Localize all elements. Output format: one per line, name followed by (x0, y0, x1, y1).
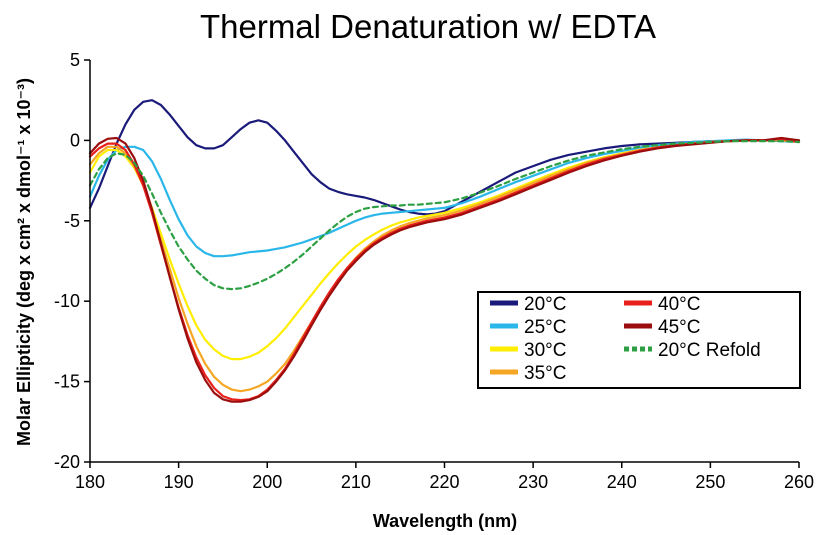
legend-label: 40°C (658, 294, 700, 315)
x-tick-label: 240 (607, 472, 637, 492)
series-line (88, 138, 801, 258)
x-tick-label: 200 (252, 472, 282, 492)
legend-label: 20°C (524, 294, 566, 315)
x-tick-label: 250 (695, 472, 725, 492)
legend-label: 20°C Refold (658, 340, 761, 361)
series-line (88, 99, 801, 216)
x-tick-label: 260 (784, 472, 814, 492)
y-tick-group: 5 0 -5 -10 -15 -20 (54, 50, 90, 472)
legend-label: 45°C (658, 317, 700, 338)
y-tick-label: -20 (54, 452, 80, 472)
x-tick-label: 220 (429, 472, 459, 492)
x-tick-label: 180 (75, 472, 105, 492)
x-tick-label: 230 (518, 472, 548, 492)
legend-label: 30°C (524, 340, 566, 361)
series-line (88, 136, 801, 403)
y-axis-title: Molar Ellipticity (deg x cm² x dmol⁻¹ x … (14, 78, 34, 446)
y-tick-label: 5 (70, 50, 80, 70)
legend: 20°C25°C30°C35°C 40°C45°C20°C Refold (477, 291, 801, 389)
chart-title: Thermal Denaturation w/ EDTA (200, 8, 656, 45)
plot-lines (88, 99, 801, 403)
x-tick-group: 180 190 200 210 220 230 240 250 260 (75, 462, 814, 492)
x-axis-title: Wavelength (nm) (373, 511, 517, 531)
y-tick-label: -15 (54, 372, 80, 392)
legend-box (477, 291, 801, 389)
x-tick-label: 190 (164, 472, 194, 492)
legend-label: 25°C (524, 317, 566, 338)
series-line (88, 140, 801, 291)
y-tick-label: -10 (54, 291, 80, 311)
legend-label: 35°C (524, 363, 566, 384)
y-tick-label: -5 (64, 211, 80, 231)
x-tick-label: 210 (341, 472, 371, 492)
y-tick-label: 0 (70, 130, 80, 150)
